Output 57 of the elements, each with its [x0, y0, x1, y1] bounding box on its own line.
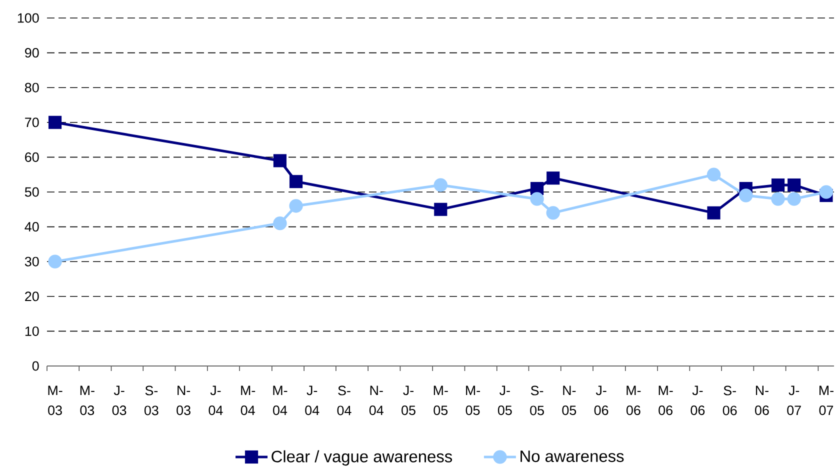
point: [707, 206, 720, 220]
legend-label: Clear / vague awareness: [272, 450, 452, 466]
x-tick-label: M-07: [819, 386, 834, 416]
x-tick-label: N-05: [562, 386, 576, 416]
point: [739, 188, 753, 202]
x-tick-label: J-06: [594, 386, 608, 416]
x-tick-label: S-03: [144, 386, 158, 416]
point: [771, 178, 785, 192]
point: [788, 178, 801, 192]
x-tick-label: N-04: [369, 386, 384, 416]
point: [434, 202, 448, 216]
x-tick-label: J-03: [112, 386, 126, 416]
y-tick-label: 50: [24, 187, 39, 197]
point: [273, 216, 287, 230]
point: [706, 168, 721, 182]
point: [48, 254, 62, 268]
x-tick-label: J-04: [208, 386, 223, 416]
x-tick-label: M-04: [273, 386, 288, 416]
x-tick-label: M-05: [434, 386, 448, 416]
x-tick-label: S-05: [530, 386, 544, 416]
x-tick-label: M-03: [80, 386, 94, 416]
y-tick-label: 10: [25, 326, 39, 336]
x-tick-label: J-04: [305, 386, 320, 416]
y-tick-label: 60: [25, 152, 39, 162]
x-tick-label: M-06: [658, 386, 673, 416]
y-tick-label: 40: [24, 222, 39, 232]
point: [787, 192, 801, 206]
point: [273, 154, 287, 168]
y-tick-label: 20: [25, 292, 39, 302]
x-tick-label: N-03: [176, 386, 190, 416]
point: [289, 199, 303, 213]
y-tick-label: 30: [24, 256, 39, 266]
point: [48, 116, 62, 129]
point: [530, 192, 544, 206]
x-tick-label: J-07: [787, 386, 801, 416]
x-tick-label: J-05: [402, 386, 416, 416]
point: [289, 175, 303, 188]
legend-label: No awareness: [520, 450, 624, 462]
y-tick-label: 0: [32, 361, 39, 371]
point: [434, 178, 448, 192]
y-tick-label: 70: [25, 118, 39, 128]
x-tick-label: N-06: [755, 386, 769, 416]
y-tick-label: 100: [18, 13, 39, 23]
x-tick-label: J-05: [498, 386, 512, 416]
x-tick-label: M-06: [626, 386, 641, 416]
point: [546, 206, 560, 220]
x-tick-label: M-03: [48, 386, 62, 416]
x-tick-label: S-06: [722, 386, 737, 416]
x-tick-label: S-04: [337, 386, 352, 416]
point: [819, 185, 834, 199]
x-tick-label: M-05: [466, 386, 480, 416]
x-tick-label: M-04: [240, 386, 256, 416]
y-tick-label: 90: [25, 48, 39, 58]
y-tick-label: 80: [24, 82, 39, 92]
x-tick-label: J-06: [690, 386, 705, 416]
point: [546, 172, 560, 185]
point: [771, 192, 785, 206]
